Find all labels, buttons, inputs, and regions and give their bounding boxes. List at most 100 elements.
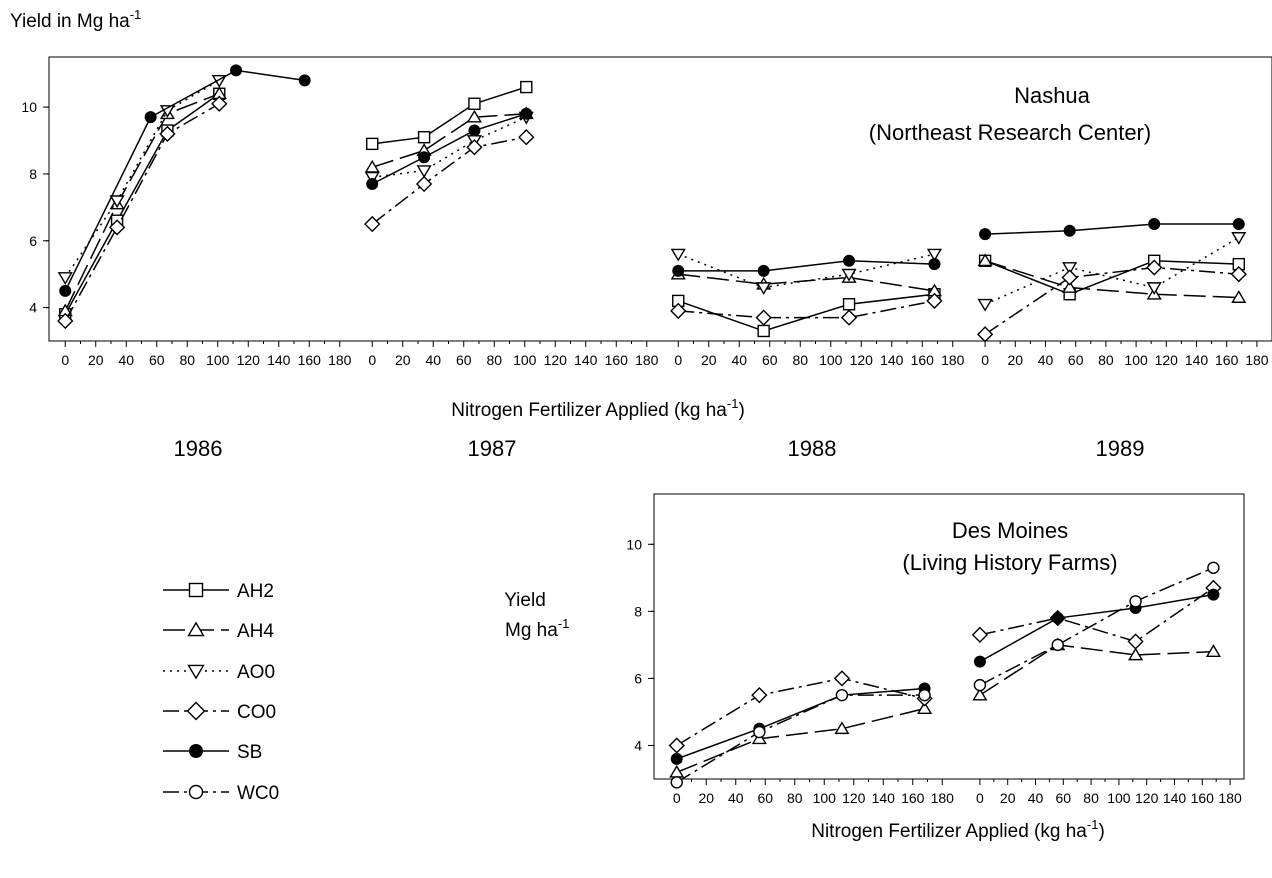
series-line-ah4 [979, 644, 1214, 696]
series-line-ah4 [984, 260, 1239, 299]
data-point-ah2 [842, 298, 856, 311]
x-tick-label: 40 [731, 352, 747, 368]
x-tick-label: 60 [456, 352, 472, 368]
y-tick-label: 4 [29, 300, 37, 316]
x-tick-label: 180 [1218, 790, 1242, 806]
legend-marker-sb [189, 744, 203, 758]
data-point-ah4 [1205, 644, 1221, 657]
data-point-sb [757, 264, 770, 277]
x-tick-label: 100 [819, 352, 843, 368]
legend: AH2 AH4 AO0 CO0 SB WC0 [163, 581, 279, 804]
x-tick-label: 0 [673, 790, 681, 806]
x-tick-label: 20 [395, 352, 411, 368]
data-point-ao0 [57, 272, 73, 285]
series-line-ah4 [64, 93, 220, 312]
x-tick-label: 120 [842, 790, 866, 806]
series-line-co0 [678, 300, 935, 319]
data-point-sb [973, 655, 986, 668]
legend-marker-ah4 [187, 621, 205, 637]
x-tick-label: 160 [1191, 790, 1215, 806]
data-point-wc0 [918, 688, 931, 702]
x-tick-label: 160 [605, 352, 629, 368]
data-point-co0 [668, 737, 685, 754]
data-point-ao0 [670, 248, 686, 262]
data-point-co0 [1230, 266, 1247, 283]
x-tick-label: 120 [1135, 790, 1159, 806]
x-tick-label: 140 [1185, 352, 1209, 368]
x-tick-label: 80 [1083, 790, 1099, 806]
data-point-wc0 [670, 776, 683, 789]
x-tick-label: 180 [941, 352, 965, 368]
x-axis-title-2: Nitrogen Fertilizer Applied (kg ha-1) [811, 817, 1105, 842]
data-point-wc0 [835, 688, 849, 702]
data-point-sb [1063, 224, 1076, 237]
data-point-ao0 [1062, 262, 1078, 275]
series-line-co0 [984, 266, 1239, 335]
data-point-wc0 [1051, 638, 1064, 652]
series-line-sb [64, 69, 305, 292]
data-point-co0 [926, 292, 943, 310]
x-tick-label: 120 [850, 352, 874, 368]
data-point-ah4 [834, 721, 850, 735]
data-point-ao0 [756, 282, 772, 295]
year-label-1986: 1986 [174, 436, 223, 461]
x-tick-label: 40 [1028, 790, 1044, 806]
series-line-ah2 [64, 93, 220, 315]
data-point-ah4 [669, 764, 685, 778]
legend-label-wc0: WC0 [237, 783, 279, 804]
x-tick-label: 0 [674, 352, 682, 368]
series-line-ao0 [677, 253, 935, 289]
data-point-sb [468, 124, 481, 137]
data-point-co0 [1061, 269, 1078, 286]
data-point-sb [144, 111, 157, 124]
data-point-co0 [211, 95, 228, 112]
x-tick-label: 40 [1038, 352, 1054, 368]
data-point-ao0 [159, 105, 175, 118]
y-tick-label: 6 [634, 670, 642, 686]
x-tick-label: 60 [149, 352, 165, 368]
x-tick-label: 120 [1155, 352, 1179, 368]
x-tick-label: 80 [1098, 352, 1114, 368]
series-line-ah4 [676, 707, 925, 773]
series-line-sb [676, 687, 925, 760]
data-point-wc0 [753, 725, 766, 739]
x-tick-label: 20 [1000, 790, 1016, 806]
data-point-ao0 [926, 248, 943, 262]
x-tick-label: 100 [1124, 352, 1148, 368]
chart-title: Nashua [1014, 83, 1091, 108]
x-tick-label: 120 [544, 352, 568, 368]
data-point-ah2 [417, 130, 431, 144]
data-point-sb [366, 177, 379, 190]
x-tick-label: 180 [1245, 352, 1269, 368]
year-label-1989: 1989 [1096, 436, 1145, 461]
series-line-sb [678, 260, 935, 272]
x-tick-label: 180 [328, 352, 352, 368]
x-tick-label: 60 [1056, 790, 1072, 806]
x-tick-label: 0 [976, 790, 984, 806]
legend-label-ah4: AH4 [237, 621, 274, 642]
data-point-sb [928, 258, 941, 271]
data-point-co0 [57, 312, 74, 330]
data-point-co0 [1127, 633, 1144, 650]
data-point-co0 [840, 309, 858, 326]
x-tick-label: 160 [911, 352, 935, 368]
series-line-sb [979, 593, 1214, 663]
series-line-ah4 [678, 273, 935, 292]
data-point-sb [520, 107, 533, 120]
series-line-wc0 [979, 567, 1214, 686]
data-point-co0 [466, 139, 483, 156]
x-tick-label: 40 [118, 352, 134, 368]
legend-marker-wc0 [188, 784, 204, 800]
data-point-ah4 [1231, 290, 1247, 303]
x-tick-label: 120 [237, 352, 261, 368]
data-point-ah2 [366, 137, 379, 151]
data-point-ah2 [468, 97, 481, 110]
data-point-co0 [159, 125, 176, 142]
x-tick-label: 160 [1215, 352, 1239, 368]
x-tick-label: 60 [757, 790, 773, 806]
data-point-ah4 [916, 701, 933, 714]
x-tick-label: 60 [762, 352, 778, 368]
data-point-ao0 [1146, 282, 1162, 295]
